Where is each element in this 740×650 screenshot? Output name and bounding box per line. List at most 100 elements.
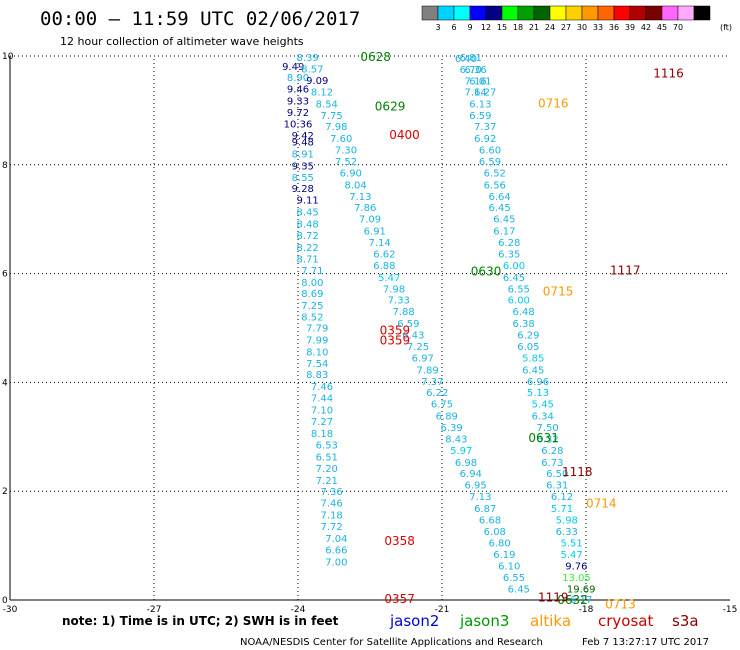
wave-height-value: 5.85 xyxy=(522,353,544,364)
wave-height-value: 6.97 xyxy=(412,353,434,364)
colorbar-swatch xyxy=(549,5,567,21)
wave-height-value: 7.14 xyxy=(368,238,390,249)
wave-height-value: 7.86 xyxy=(354,203,376,214)
wave-height-value: 7.44 xyxy=(311,394,333,405)
wave-height-value: 6.75 xyxy=(431,400,453,411)
wave-height-value: 9.11 xyxy=(296,196,318,207)
wave-height-value: 8.48 xyxy=(296,220,318,231)
wave-height-value: 8.91 xyxy=(292,149,314,160)
wave-height-value: 7.25 xyxy=(407,342,429,353)
wave-height-value: 8.69 xyxy=(301,289,323,300)
wave-height-value: 7.46 xyxy=(320,499,342,510)
wave-height-value: 7.00 xyxy=(325,557,347,568)
pass-time-label: 0632 xyxy=(557,593,588,607)
colorbar-swatch xyxy=(517,5,535,21)
wave-height-value: 6.59 xyxy=(397,319,419,330)
y-tick-label: 0 xyxy=(2,596,8,606)
wave-height-value: 10.36 xyxy=(284,119,313,130)
satellite-legend: jason2 jason3 altika cryosat s3a xyxy=(389,612,699,630)
wave-height-value: 7.99 xyxy=(306,335,328,346)
wave-height-value: 7.18 xyxy=(320,511,342,522)
wave-height-value: 7.14 xyxy=(464,87,486,98)
colorbar-tick-label: 45 xyxy=(657,23,667,32)
wave-height-value: 6.08 xyxy=(484,527,506,538)
colorbar-tick-label: 70 xyxy=(673,23,683,32)
wave-height-value: 6.33 xyxy=(556,527,578,538)
wave-height-value: 5.71 xyxy=(551,504,573,515)
wave-height-value: 6.64 xyxy=(488,192,510,203)
x-tick-label: -30 xyxy=(3,605,18,615)
wave-height-value: 6.48 xyxy=(512,307,534,318)
wave-height-value: 9.46 xyxy=(287,85,309,96)
wave-height-value: 6.45 xyxy=(503,273,525,284)
wave-height-value: 6.00 xyxy=(508,296,530,307)
wave-height-value: 6.70 xyxy=(460,65,482,76)
wave-height-value: 6.38 xyxy=(512,319,534,330)
wave-height-value: 7.50 xyxy=(536,423,558,434)
wave-height-value: 8.72 xyxy=(296,231,318,242)
wave-height-value: 6.51 xyxy=(316,452,338,463)
pass-time-label: 0357 xyxy=(384,592,415,606)
wave-height-value: 7.37 xyxy=(421,377,443,388)
wave-height-value: 7.71 xyxy=(301,266,323,277)
y-tick-label: 6 xyxy=(2,270,8,280)
wave-height-value: 6.28 xyxy=(541,446,563,457)
colorbar-tick-label: 9 xyxy=(467,23,472,32)
wave-height-value: 8.54 xyxy=(316,99,338,110)
wave-height-value: 5.47 xyxy=(560,550,582,561)
wave-height-value: 6.56 xyxy=(484,180,506,191)
wave-height-value: 6.12 xyxy=(551,492,573,503)
wave-height-value: 6.96 xyxy=(527,377,549,388)
wave-height-value: 8.39 xyxy=(296,53,318,64)
x-tick-label: -18 xyxy=(579,605,594,615)
wave-height-value: 7.52 xyxy=(335,157,357,168)
colorbar-swatch xyxy=(661,5,679,21)
wave-height-value: 7.20 xyxy=(316,464,338,475)
wave-height-value: 5.98 xyxy=(556,515,578,526)
wave-height-value: 9.09 xyxy=(306,76,328,87)
wave-height-value: 9.42 xyxy=(292,131,314,142)
colorbar-swatch xyxy=(501,5,519,21)
wave-height-value: 8.52 xyxy=(301,313,323,324)
wave-height-value: 9.28 xyxy=(292,184,314,195)
wave-height-value: 6.36 xyxy=(464,65,486,76)
footer-credit: NOAA/NESDIS Center for Satellite Applica… xyxy=(240,637,543,648)
colorbar-tick-label: 39 xyxy=(625,23,635,32)
wave-height-value: 7.37 xyxy=(474,122,496,133)
wave-height-value: 9.48 xyxy=(292,137,314,148)
wave-height-value: 6.66 xyxy=(325,545,347,556)
wave-height-value: 6.45 xyxy=(493,215,515,226)
pass-time-label: 0630 xyxy=(471,264,502,278)
chart-title: 00:00 – 11:59 UTC 02/06/2017 xyxy=(40,8,360,30)
wave-height-value: 6.68 xyxy=(479,515,501,526)
colorbar-tick-label: 6 xyxy=(451,23,456,32)
colorbar: 3 6 9 12 15 18 21 24 27 30 33 36 39 42 45 70 xyxy=(421,5,711,32)
wave-height-value: 6.73 xyxy=(541,458,563,469)
pass-time-label: 0359 xyxy=(380,334,411,348)
wave-height-value: 6.45 xyxy=(522,365,544,376)
wave-height-value: 6.19 xyxy=(493,550,515,561)
wave-height-value: 5.13 xyxy=(527,388,549,399)
wave-height-value: 6.35 xyxy=(498,249,520,260)
wave-height-value: 7.75 xyxy=(320,111,342,122)
pass-time-label: 0631 xyxy=(528,431,559,445)
wave-height-value: 7.98 xyxy=(325,122,347,133)
wave-height-value: 7.04 xyxy=(325,534,347,545)
colorbar-swatch xyxy=(437,5,455,21)
wave-height-value: 6.22 xyxy=(426,388,448,399)
wave-height-value: 9.72 xyxy=(287,108,309,119)
pass-time-label: 0715 xyxy=(543,285,574,299)
colorbar-tick-label: 30 xyxy=(577,23,587,32)
wave-height-value: 6.45 xyxy=(508,585,530,596)
wave-height-value: 6.17 xyxy=(570,595,592,606)
colorbar-tick-label: 24 xyxy=(545,23,555,32)
wave-height-value: 6.98 xyxy=(455,458,477,469)
y-tick-label: 2 xyxy=(2,487,8,497)
wave-height-value: 6.80 xyxy=(488,538,510,549)
wave-height-value: 6.52 xyxy=(484,168,506,179)
wave-height-value: 6.55 xyxy=(503,573,525,584)
wave-height-value: 6.39 xyxy=(440,423,462,434)
x-tick-label: -27 xyxy=(147,605,162,615)
wave-height-value: 9.33 xyxy=(287,97,309,108)
